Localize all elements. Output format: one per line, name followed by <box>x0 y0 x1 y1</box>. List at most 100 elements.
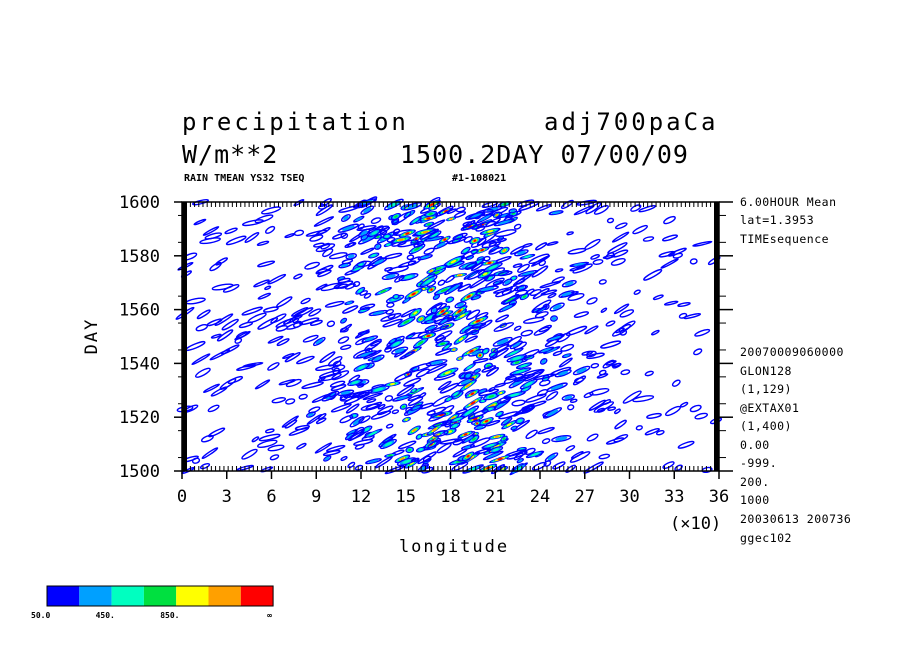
precip-cell <box>501 419 517 430</box>
precip-contour <box>432 428 437 432</box>
precip-cell <box>374 243 382 250</box>
precip-cell <box>426 410 436 416</box>
side-info-5: (1,129) <box>740 382 792 396</box>
precip-contour <box>242 361 264 368</box>
precip-contour <box>430 288 433 291</box>
precip-contour <box>443 238 447 241</box>
precip-cell <box>584 238 601 250</box>
precip-cell <box>360 403 381 411</box>
precip-contour <box>362 392 384 401</box>
precip-contour <box>257 292 271 300</box>
precip-contour <box>363 207 372 213</box>
precip-contour <box>465 309 481 321</box>
precip-contour <box>522 242 533 248</box>
precip-cell <box>614 419 627 430</box>
precip-cell <box>394 371 413 382</box>
precip-contour <box>496 338 509 345</box>
precip-cell <box>282 352 295 360</box>
precip-cell <box>694 412 709 420</box>
precip-cell <box>385 423 394 429</box>
precip-contour <box>298 393 308 400</box>
precip-contour <box>558 357 573 368</box>
colorbar-swatch <box>79 586 112 606</box>
precip-contour <box>399 403 408 410</box>
precip-contour <box>444 345 450 349</box>
precip-contour <box>315 264 334 275</box>
precip-contour <box>385 423 394 429</box>
precip-contour <box>247 312 267 324</box>
precip-cell <box>281 415 299 428</box>
precip-contour <box>663 215 676 225</box>
precip-cell <box>354 426 365 435</box>
precip-cell <box>590 254 600 260</box>
precip-contour <box>589 387 610 396</box>
precip-cell <box>298 393 308 400</box>
precip-contour <box>506 335 522 347</box>
precip-contour <box>257 260 276 268</box>
precip-cell <box>267 362 280 371</box>
precip-contour <box>485 217 501 228</box>
precip-cell <box>411 458 419 463</box>
precip-contour <box>564 395 573 400</box>
precip-contour <box>455 408 468 415</box>
precip-cell <box>278 378 297 386</box>
precip-cell <box>275 318 292 328</box>
precip-cell <box>519 253 536 260</box>
precip-cell <box>392 294 400 300</box>
precip-contour <box>444 281 464 296</box>
precip-cell <box>554 268 564 273</box>
precip-contour <box>531 299 552 314</box>
precip-cell <box>481 260 498 266</box>
precip-cell <box>461 434 476 444</box>
precip-cell <box>679 401 689 408</box>
precip-cell <box>358 391 370 398</box>
precip-cell <box>326 320 336 328</box>
precip-cell <box>602 359 615 369</box>
precip-cell <box>353 215 365 223</box>
precip-contour <box>552 350 563 357</box>
precip-contour <box>570 450 584 460</box>
precip-contour <box>385 308 395 315</box>
precip-cell <box>203 383 220 394</box>
precip-cell <box>509 275 518 281</box>
precip-contour <box>315 338 324 345</box>
precip-contour <box>253 279 270 288</box>
precip-contour <box>479 389 486 393</box>
precip-cell <box>446 208 458 215</box>
precip-cell <box>565 464 577 473</box>
precip-contour <box>483 262 503 273</box>
precip-contour <box>296 442 307 450</box>
precip-contour <box>345 403 360 414</box>
precip-contour <box>394 215 398 218</box>
x-tick-label: 9 <box>311 487 321 507</box>
precip-contour <box>420 255 430 259</box>
precip-contour <box>444 371 451 375</box>
precip-cell <box>192 199 209 206</box>
precip-contour <box>498 411 519 420</box>
precip-contour <box>678 312 688 319</box>
precip-cell <box>221 344 240 355</box>
precip-cell <box>345 252 358 260</box>
precip-cell <box>610 257 626 266</box>
precip-contour <box>667 247 687 257</box>
precip-contour <box>512 426 517 430</box>
precip-cell <box>324 300 345 308</box>
precip-contour <box>522 316 545 324</box>
precip-contour <box>515 369 526 374</box>
precip-cell <box>398 229 416 238</box>
precip-cell <box>493 212 501 218</box>
precip-cell <box>452 448 468 458</box>
precip-contour <box>402 405 405 408</box>
precip-contour <box>355 217 363 222</box>
precip-contour <box>373 356 382 361</box>
precip-cell <box>420 332 437 340</box>
precip-cell <box>606 217 615 224</box>
precip-contour <box>390 339 396 343</box>
precip-cell <box>339 414 354 424</box>
precip-cell <box>674 464 683 472</box>
precip-contour <box>328 252 348 260</box>
precip-contour <box>499 391 503 395</box>
precip-contour <box>508 208 518 214</box>
precip-cell <box>293 273 303 280</box>
precip-cell <box>308 406 321 414</box>
